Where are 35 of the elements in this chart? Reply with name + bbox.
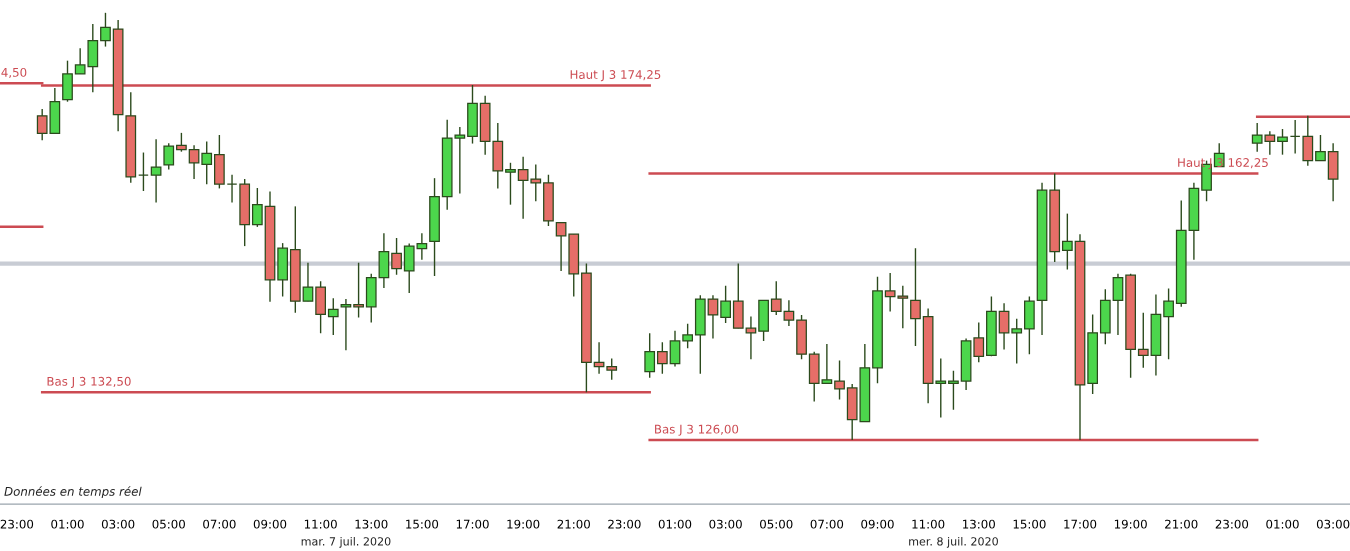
x-tick-label: 13:00 (963, 519, 995, 529)
annotation: Haut J 3 162,25 (1178, 158, 1268, 170)
x-tick-label: 19:00 (1114, 519, 1147, 529)
x-tick-label: 03:00 (101, 519, 135, 529)
x-tick-label: 09:00 (861, 519, 894, 529)
x-tick-label: 15:00 (406, 519, 439, 529)
x-tick-label: 19:00 (507, 519, 540, 529)
x-tick-label: 05:00 (760, 519, 793, 529)
annotation: Haut J 3 174,25 (570, 70, 661, 82)
x-tick-label: 11:00 (912, 519, 945, 529)
x-tick-label: 17:00 (1064, 519, 1097, 529)
x-tick-label: 05:00 (152, 519, 185, 529)
x-tick-label: 17:00 (456, 519, 489, 529)
x-tick-label: 03:00 (709, 519, 742, 529)
x-tick-label: 11:00 (304, 519, 337, 529)
annotation: Bas J 3 132,50 (47, 376, 131, 388)
text: mar. 7 juil. 2020 (301, 536, 391, 548)
x-tick-label: 21:00 (1165, 519, 1198, 529)
x-tick-label: 13:00 (355, 519, 388, 529)
x-tick-label: 01:00 (1266, 519, 1299, 529)
x-tick-label: 07:00 (810, 519, 844, 529)
x-tick-label: 23:00 (608, 519, 641, 529)
text: Données en temps réel (4, 486, 142, 499)
x-tick-label: 23:00 (1215, 519, 1249, 529)
x-tick-label: 01:00 (51, 519, 84, 529)
text: mer. 8 juil. 2020 (909, 536, 998, 548)
annotation: Bas J 3 126,00 (655, 424, 739, 436)
annotation: 4,50 (1, 67, 27, 79)
x-tick-label: 07:00 (203, 519, 236, 529)
x-tick-label: 09:00 (253, 519, 287, 529)
x-tick-label: 21:00 (557, 519, 590, 529)
x-tick-label: 15:00 (1013, 519, 1046, 529)
x-tick-label: 23:00 (0, 519, 34, 529)
x-tick-label: 01:00 (658, 519, 692, 529)
x-tick-label: 03:00 (1316, 519, 1350, 529)
